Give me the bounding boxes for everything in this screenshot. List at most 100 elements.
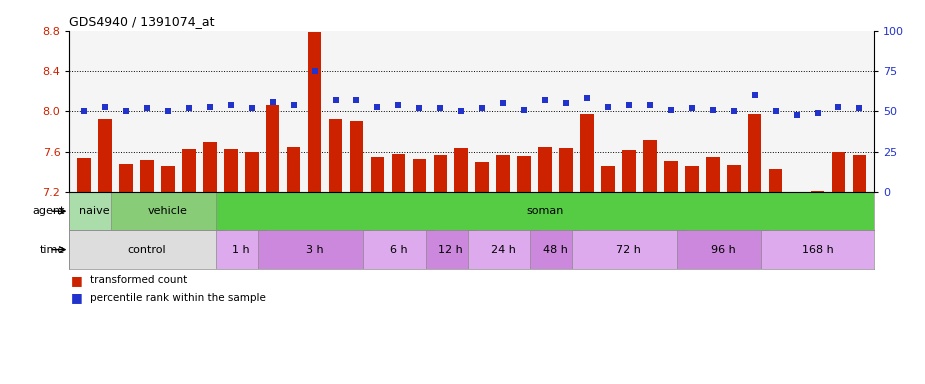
Bar bbox=[216, 192, 874, 230]
Text: 96 h: 96 h bbox=[710, 245, 735, 255]
Point bbox=[537, 97, 552, 103]
Bar bbox=[119, 164, 133, 192]
Text: soman: soman bbox=[526, 206, 563, 216]
Bar bbox=[350, 121, 364, 192]
Bar bbox=[111, 192, 225, 230]
Point bbox=[140, 105, 154, 111]
Bar bbox=[643, 140, 657, 192]
Point bbox=[580, 95, 595, 101]
Point bbox=[747, 92, 762, 98]
Point bbox=[286, 102, 301, 108]
Bar bbox=[413, 159, 426, 192]
Bar bbox=[573, 230, 685, 269]
Text: 168 h: 168 h bbox=[802, 245, 833, 255]
Point bbox=[852, 105, 867, 111]
Bar bbox=[265, 105, 279, 192]
Bar bbox=[371, 157, 384, 192]
Point bbox=[370, 103, 385, 109]
Bar bbox=[706, 157, 720, 192]
Bar bbox=[182, 149, 196, 192]
Text: control: control bbox=[128, 245, 166, 255]
Text: ■: ■ bbox=[71, 291, 83, 304]
Bar bbox=[245, 152, 258, 192]
Bar bbox=[810, 191, 824, 192]
Bar bbox=[497, 155, 510, 192]
Point bbox=[496, 100, 511, 106]
Point bbox=[454, 108, 469, 114]
Bar bbox=[203, 142, 216, 192]
Bar bbox=[677, 230, 770, 269]
Bar bbox=[224, 149, 238, 192]
Bar bbox=[747, 114, 761, 192]
Point bbox=[349, 97, 364, 103]
Point bbox=[706, 107, 721, 113]
Bar bbox=[601, 166, 615, 192]
Text: naive: naive bbox=[80, 206, 110, 216]
Point bbox=[328, 97, 343, 103]
Text: 3 h: 3 h bbox=[306, 245, 324, 255]
Text: GDS4940 / 1391074_at: GDS4940 / 1391074_at bbox=[69, 15, 215, 28]
Point bbox=[600, 103, 615, 109]
Point bbox=[98, 103, 113, 109]
Point bbox=[203, 103, 217, 109]
Point bbox=[789, 111, 804, 118]
Bar bbox=[538, 147, 552, 192]
Point bbox=[181, 105, 196, 111]
Point bbox=[517, 107, 532, 113]
Bar bbox=[530, 230, 581, 269]
Text: 12 h: 12 h bbox=[438, 245, 463, 255]
Text: vehicle: vehicle bbox=[148, 206, 188, 216]
Text: percentile rank within the sample: percentile rank within the sample bbox=[90, 293, 265, 303]
Point bbox=[77, 108, 92, 114]
Text: 72 h: 72 h bbox=[616, 245, 641, 255]
Point bbox=[265, 99, 280, 105]
Bar bbox=[308, 32, 321, 192]
Bar bbox=[769, 169, 783, 192]
Point bbox=[307, 68, 322, 74]
Bar bbox=[426, 230, 476, 269]
Bar bbox=[832, 152, 845, 192]
Bar bbox=[580, 114, 594, 192]
Bar bbox=[685, 166, 698, 192]
Bar bbox=[328, 119, 342, 192]
Bar bbox=[475, 162, 489, 192]
Bar bbox=[69, 230, 225, 269]
Point bbox=[433, 105, 448, 111]
Point bbox=[160, 108, 175, 114]
Point bbox=[769, 108, 783, 114]
Point bbox=[559, 100, 574, 106]
Bar bbox=[517, 156, 531, 192]
Bar bbox=[434, 155, 447, 192]
Text: ■: ■ bbox=[71, 274, 83, 287]
Point bbox=[622, 102, 636, 108]
Bar bbox=[363, 230, 434, 269]
Bar bbox=[391, 154, 405, 192]
Point bbox=[663, 107, 678, 113]
Point bbox=[244, 105, 259, 111]
Bar bbox=[69, 192, 119, 230]
Text: 48 h: 48 h bbox=[543, 245, 568, 255]
Bar bbox=[664, 161, 678, 192]
Bar bbox=[560, 148, 573, 192]
Text: 24 h: 24 h bbox=[491, 245, 515, 255]
Text: 6 h: 6 h bbox=[389, 245, 407, 255]
Text: 1 h: 1 h bbox=[232, 245, 250, 255]
Bar bbox=[77, 158, 91, 192]
Bar bbox=[623, 150, 635, 192]
Bar bbox=[853, 155, 867, 192]
Point bbox=[831, 103, 845, 109]
Point bbox=[223, 102, 238, 108]
Text: transformed count: transformed count bbox=[90, 275, 187, 285]
Text: agent: agent bbox=[32, 206, 65, 216]
Bar bbox=[161, 166, 175, 192]
Point bbox=[475, 105, 489, 111]
Point bbox=[726, 108, 741, 114]
Bar bbox=[727, 165, 741, 192]
Bar bbox=[140, 160, 154, 192]
Bar bbox=[287, 147, 301, 192]
Point bbox=[810, 110, 825, 116]
Bar bbox=[467, 230, 538, 269]
Bar bbox=[98, 119, 112, 192]
Point bbox=[118, 108, 133, 114]
Point bbox=[643, 102, 658, 108]
